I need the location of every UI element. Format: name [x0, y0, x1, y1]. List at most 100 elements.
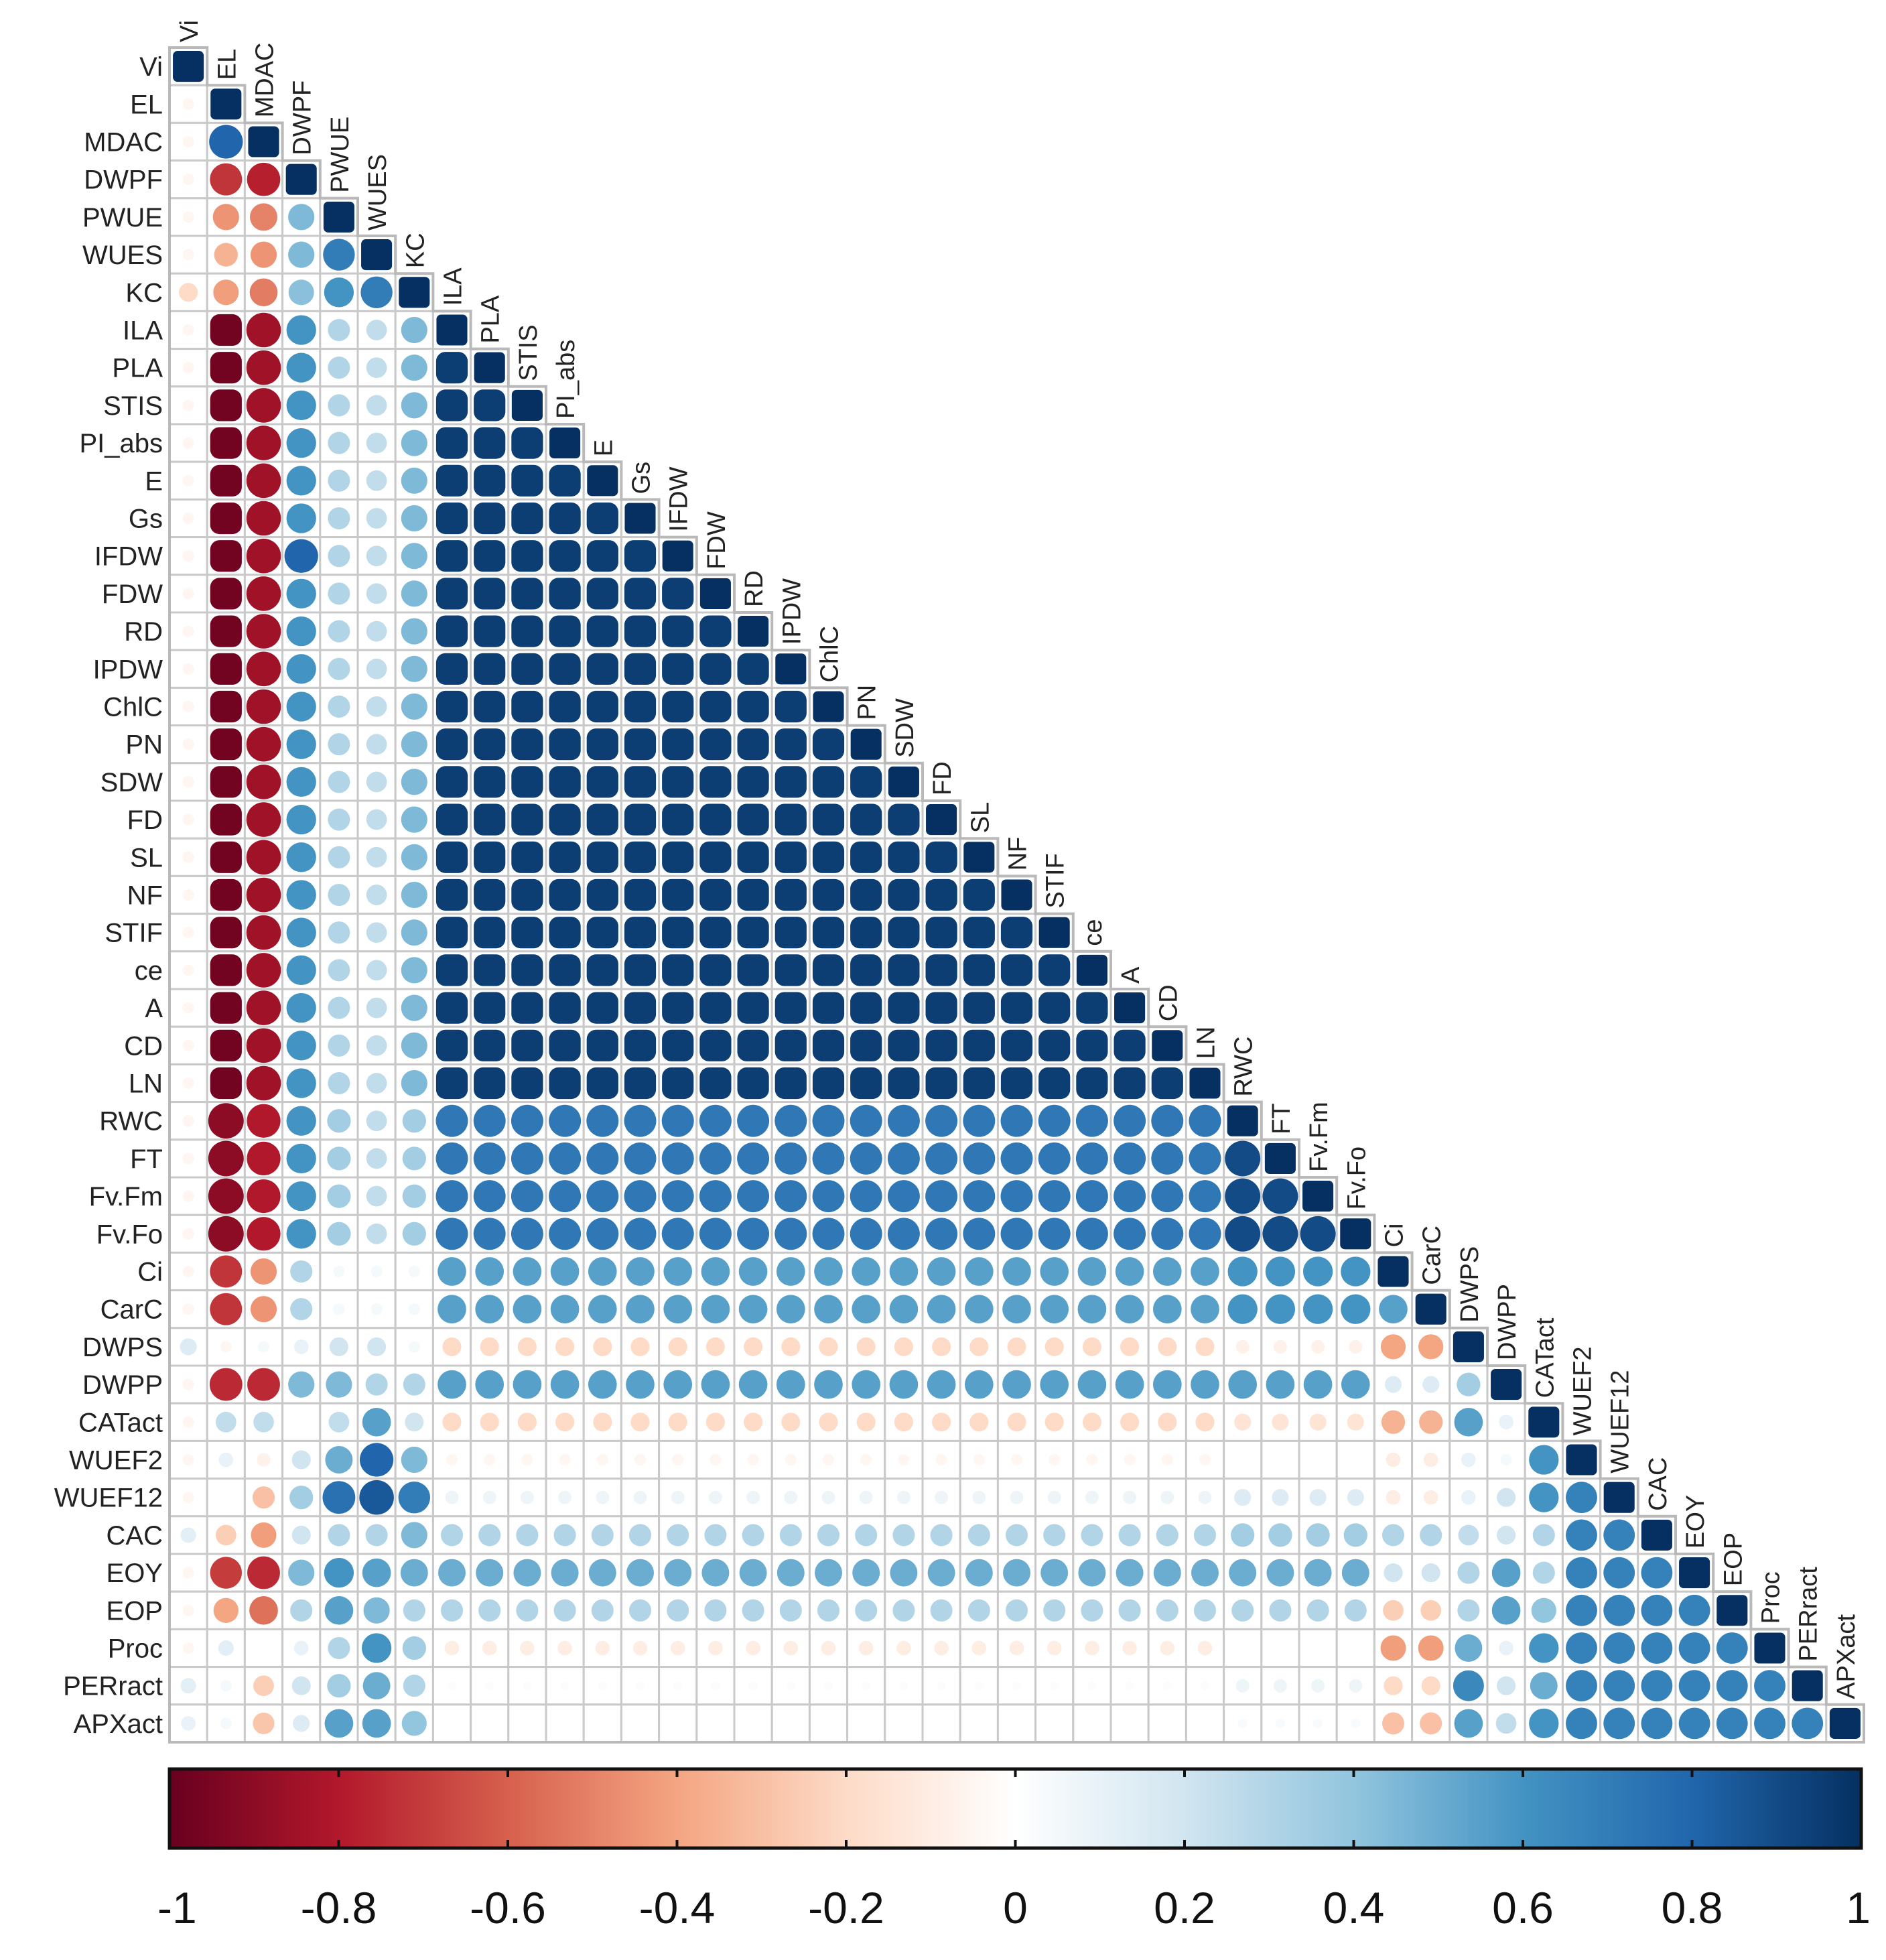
row-label-SL: SL — [130, 843, 163, 872]
corr-mark-FD-EL — [210, 803, 242, 836]
corr-mark-ce-FD — [925, 954, 957, 986]
column-label-Proc: Proc — [1757, 1571, 1786, 1624]
corr-mark-CD-EL — [210, 1029, 242, 1061]
corr-mark-Fv.Fo-LN — [1189, 1218, 1221, 1250]
corr-mark-CATact-FDW — [705, 1413, 725, 1432]
corr-mark-Proc-IPDW — [783, 1640, 799, 1656]
corr-mark-APXact-PWUE — [324, 1709, 354, 1738]
corr-mark-WUEF2-PI_abs — [559, 1453, 571, 1466]
corr-mark-WUEF12-Vi — [182, 1492, 194, 1504]
corr-mark-CATact-FT — [1272, 1413, 1289, 1431]
corr-mark-ChlC-IPDW — [774, 690, 807, 723]
corr-mark-PERract-PI_abs — [560, 1681, 569, 1691]
corr-mark-IPDW-PLA — [474, 653, 506, 685]
corr-mark-NF-Gs — [624, 878, 657, 911]
column-label-Gs: Gs — [628, 462, 656, 495]
corr-mark-WUEF12-A — [1123, 1490, 1137, 1504]
column-label-KC: KC — [401, 233, 429, 268]
column-label-EOY: EOY — [1682, 1495, 1710, 1549]
corr-mark-PERract-FD — [937, 1681, 946, 1691]
corr-mark-SL-FDW — [699, 841, 732, 873]
corr-mark-Fv.Fo-Fv.Fo — [1340, 1218, 1371, 1250]
corr-mark-WUES-WUES — [361, 239, 393, 271]
corr-mark-FDW-EL — [210, 578, 242, 610]
corr-mark-CAC-STIS — [516, 1524, 539, 1547]
corr-mark-PERract-PERract — [1792, 1670, 1823, 1701]
corr-mark-CAC-PLA — [478, 1524, 501, 1547]
column-label-CAC: CAC — [1644, 1457, 1672, 1511]
corr-mark-LN-PI_abs — [549, 1067, 581, 1100]
grid-cell-WUEF2-NF — [996, 1439, 1037, 1480]
corr-mark-IPDW-ILA — [435, 653, 468, 685]
corr-mark-LN-ChlC — [812, 1067, 845, 1100]
corr-mark-SL-IPDW — [774, 841, 807, 873]
column-label-STIF: STIF — [1042, 853, 1070, 908]
corr-mark-CAC-LN — [1193, 1524, 1217, 1547]
corr-mark-CAC-WUEF2 — [1566, 1519, 1597, 1551]
corr-mark-APXact-CD — [1164, 1719, 1171, 1727]
corr-mark-EOP-CarC — [1420, 1599, 1442, 1621]
corr-mark-EOY-FDW — [701, 1559, 730, 1587]
corr-mark-PWUE-DWPF — [288, 204, 315, 231]
corr-mark-FDW-PI_abs — [549, 578, 581, 610]
corr-mark-CarC-ChlC — [814, 1295, 843, 1324]
colorbar-tick-label: 0.6 — [1492, 1883, 1554, 1933]
corr-mark-SDW-Vi — [182, 776, 194, 788]
corr-mark-IFDW-PWUE — [328, 545, 350, 568]
corr-mark-STIF-WUES — [366, 922, 387, 943]
corr-mark-SL-RD — [737, 841, 769, 873]
corr-mark-Fv.Fm-FT — [1262, 1178, 1298, 1214]
corr-mark-SDW-MDAC — [246, 765, 281, 799]
corr-mark-CAC-Fv.Fm — [1306, 1523, 1330, 1547]
corr-mark-Ci-DWPF — [290, 1260, 313, 1283]
corr-mark-Ci-MDAC — [250, 1258, 277, 1285]
corr-mark-WUEF2-LN — [1199, 1453, 1211, 1466]
corr-mark-SDW-IFDW — [662, 766, 694, 798]
corr-mark-ChlC-RD — [737, 690, 769, 723]
corr-mark-EOP-ce — [1081, 1599, 1103, 1622]
corr-mark-ce-EL — [210, 954, 242, 986]
corr-mark-RD-STIS — [511, 615, 543, 647]
corr-mark-CATact-PLA — [480, 1413, 499, 1432]
corr-mark-A-NF — [1000, 992, 1033, 1024]
corr-mark-FT-SDW — [887, 1142, 920, 1175]
corr-mark-Fv.Fm-RWC — [1225, 1178, 1261, 1214]
corr-mark-Ci-WUES — [371, 1265, 383, 1278]
corr-mark-DWPP-ce — [1077, 1370, 1107, 1399]
corr-mark-PERract-ILA — [448, 1681, 456, 1691]
corr-mark-PI_abs-WUES — [366, 432, 387, 454]
corr-mark-STIF-STIS — [511, 917, 543, 949]
row-label-STIS: STIS — [103, 391, 163, 421]
corr-mark-Fv.Fm-A — [1114, 1180, 1146, 1213]
corr-mark-WUEF12-IFDW — [671, 1490, 685, 1504]
corr-mark-CD-DWPF — [286, 1031, 316, 1061]
row-label-MDAC: MDAC — [84, 128, 163, 157]
corr-mark-Fv.Fm-PWUE — [327, 1184, 351, 1208]
corr-mark-CarC-DWPF — [290, 1298, 313, 1321]
corr-mark-PERract-Proc — [1754, 1670, 1786, 1702]
corr-mark-PERract-A — [1125, 1681, 1134, 1691]
corr-mark-A-SDW — [888, 992, 920, 1024]
corr-mark-ce-SDW — [888, 954, 920, 986]
corr-mark-ce-ChlC — [812, 954, 845, 986]
corr-mark-LN-SL — [963, 1067, 995, 1100]
corr-mark-NF-ChlC — [812, 878, 845, 911]
row-label-LN: LN — [129, 1069, 163, 1099]
corr-mark-LN-EL — [210, 1067, 242, 1100]
corr-mark-WUEF12-Ci — [1386, 1490, 1401, 1505]
corr-mark-EOP-CATact — [1531, 1597, 1556, 1623]
corr-mark-EOP-CAC — [1641, 1594, 1673, 1626]
corr-mark-Gs-Gs — [624, 503, 656, 534]
row-label-SDW: SDW — [100, 768, 163, 797]
corr-mark-SL-ChlC — [812, 841, 845, 873]
corr-mark-WUEF12-DWPP — [1497, 1488, 1516, 1507]
corr-mark-DWPS-Ci — [1380, 1334, 1406, 1360]
corr-mark-Proc-EOY — [1678, 1632, 1710, 1664]
corr-mark-DWPS-STIF — [1045, 1337, 1064, 1356]
corr-mark-EOY-CarC — [1421, 1563, 1440, 1583]
corr-mark-WUEF12-FDW — [708, 1490, 722, 1504]
corr-mark-Proc-STIF — [1047, 1640, 1062, 1656]
corr-mark-EOY-WUEF12 — [1603, 1557, 1635, 1589]
corr-mark-CarC-EL — [210, 1293, 243, 1325]
corr-mark-FT-ChlC — [812, 1142, 845, 1175]
